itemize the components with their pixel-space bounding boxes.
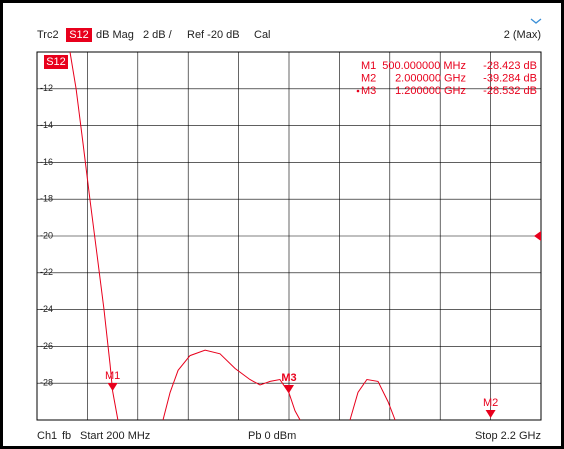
- table-y: -39.284 dB: [483, 72, 537, 84]
- format-label: dB Mag: [96, 29, 134, 41]
- legend-label: S12: [46, 56, 66, 68]
- legend-box: [44, 55, 68, 69]
- y-tick-label: -24: [40, 304, 53, 314]
- y-tick-label: -18: [40, 194, 53, 204]
- marker-label: M3: [281, 372, 296, 384]
- power-label: Pb 0 dBm: [248, 430, 296, 442]
- y-tick-label: -22: [40, 267, 53, 277]
- trace-line: [69, 51, 396, 421]
- channel-label: Ch1: [37, 430, 57, 442]
- table-name: M1: [361, 60, 376, 72]
- table-x: 1.200000 GHz: [395, 85, 466, 97]
- mode-label: fb: [62, 430, 71, 442]
- window-label: 2 (Max): [504, 29, 541, 41]
- marker: [284, 384, 294, 393]
- start-label: Start 200 MHz: [80, 430, 150, 442]
- table-y: -28.423 dB: [483, 60, 537, 72]
- y-tick-label: -16: [40, 157, 53, 167]
- y-tick-label: -12: [40, 83, 53, 93]
- ref-level-arrow: [534, 231, 541, 241]
- window-icon: [530, 18, 542, 24]
- table-x: 2.000000 GHz: [395, 72, 466, 84]
- param-label: S12: [69, 29, 89, 41]
- stop-label: Stop 2.2 GHz: [475, 430, 541, 442]
- y-tick-label: -26: [40, 341, 53, 351]
- table-name: M2: [361, 72, 376, 84]
- marker: [485, 410, 496, 418]
- marker-label: M1: [105, 370, 120, 382]
- y-tick-label: -14: [40, 120, 53, 130]
- trace-label: Trc2: [37, 29, 59, 41]
- marker: [107, 382, 118, 391]
- ref-label: Ref -20 dB: [187, 29, 240, 41]
- table-name: M3: [361, 85, 376, 97]
- table-y: -28.532 dB: [483, 85, 537, 97]
- scale-label: 2 dB /: [143, 29, 173, 41]
- cal-label: Cal: [254, 29, 271, 41]
- active-dot: [356, 89, 360, 93]
- param-box: [66, 28, 92, 42]
- table-x: 500.000000 MHz: [382, 60, 466, 72]
- y-tick-label: -28: [40, 378, 53, 388]
- marker-label: M2: [483, 397, 498, 409]
- y-tick-label: -20: [40, 230, 53, 240]
